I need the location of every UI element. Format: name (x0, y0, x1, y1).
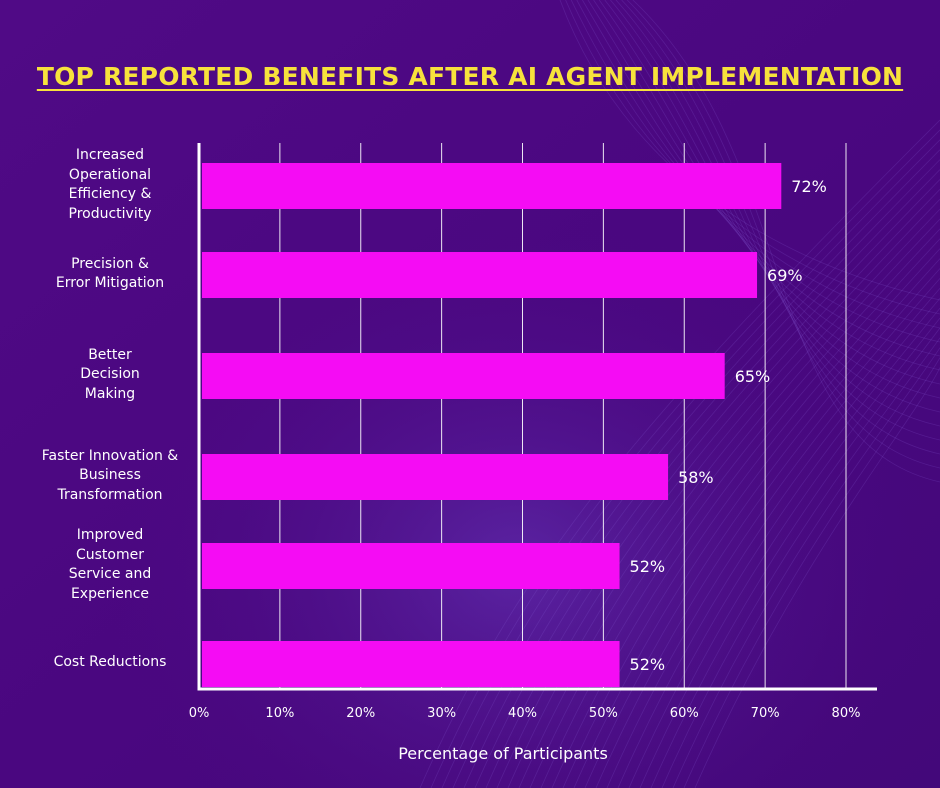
x-tick-label: 10% (265, 706, 294, 721)
y-category-label-line: Error Mitigation (55, 275, 165, 291)
y-category-label-line: Efficiency & (68, 186, 152, 202)
x-axis-label: Percentage of Participants (398, 744, 608, 763)
y-category-label: Better Decision Making (30, 346, 190, 405)
y-category-label-line: Business (79, 467, 141, 484)
bar-value-label: 69% (767, 266, 803, 285)
y-category-label: Faster Innovation & Business Transformatio… (30, 447, 190, 506)
x-tick-label: 0% (189, 706, 210, 721)
y-category-label-line: Precision & (71, 255, 149, 272)
y-category-label-line: Productivity (68, 205, 152, 222)
y-category-label-line: Decision (80, 366, 140, 383)
y-category-label-line: Making (84, 385, 136, 402)
x-tick-label: 70% (751, 706, 780, 721)
x-tick-label: 30% (427, 706, 456, 721)
bar (202, 252, 758, 298)
y-category-label-line: Customer (75, 546, 144, 563)
bar-value-label: 52% (630, 655, 666, 674)
bar-value-label: 72% (791, 177, 827, 196)
y-category-label-line: Service and (68, 566, 152, 582)
y-category-label-line: Transformation (57, 486, 163, 503)
bar-value-label: 65% (735, 367, 771, 386)
x-tick-label: 80% (832, 706, 861, 721)
bar (202, 353, 725, 399)
y-category-label-line: Cost Reductions (53, 654, 167, 671)
x-tick-label: 50% (589, 706, 618, 721)
bar-value-label: 52% (630, 557, 666, 576)
bar-value-label: 58% (678, 468, 714, 487)
y-category-label-line: Experience (70, 585, 150, 602)
y-category-label: Increased Operational Efficiency & Producti… (30, 146, 190, 224)
bar (202, 641, 620, 687)
y-category-label: Cost Reductions (30, 653, 190, 673)
y-category-label-line: Improved (76, 527, 144, 543)
bar (202, 543, 620, 589)
bar (202, 454, 669, 500)
y-category-label-line: Faster Innovation & (41, 447, 179, 464)
chart-title: TOP REPORTED BENEFITS AFTER AI AGENT IMP… (36, 62, 904, 91)
y-category-label-line: Operational (68, 166, 152, 183)
y-category-label-line: Better (88, 346, 132, 363)
y-category-label-line: Increased (75, 147, 145, 163)
x-tick-label: 20% (346, 706, 375, 721)
y-category-label: Improved Customer Service and Experience (30, 526, 190, 604)
bar (202, 163, 782, 209)
x-tick-label: 40% (508, 706, 537, 721)
y-category-label: Precision & Error Mitigation (30, 255, 190, 294)
x-tick-label: 60% (670, 706, 699, 721)
